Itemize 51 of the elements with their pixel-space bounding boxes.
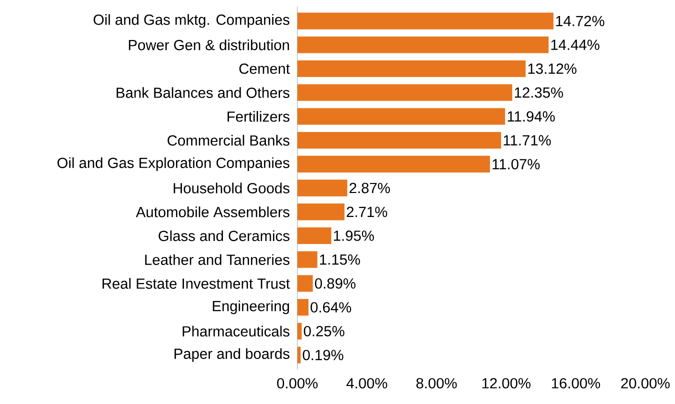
y-tick-label: Bank Balances and Others xyxy=(116,87,290,98)
y-tick-label: Pharmaceuticals xyxy=(182,326,290,337)
data-label: 2.71% xyxy=(346,206,388,218)
y-tick-label: Automobile Assemblers xyxy=(136,206,290,218)
data-label: 1.15% xyxy=(320,254,360,265)
x-tick-label: 8.00% xyxy=(416,378,457,388)
y-tick-label: Cement xyxy=(239,64,290,74)
bar xyxy=(297,180,348,196)
bar xyxy=(297,275,313,292)
data-label: 11.94% xyxy=(508,111,555,122)
bar xyxy=(297,108,506,125)
bar xyxy=(297,36,549,54)
y-tick-label: Glass and Ceramics xyxy=(158,230,290,242)
data-label: 13.12% xyxy=(528,64,576,74)
data-label: 1.95% xyxy=(334,230,374,241)
data-label: 14.44% xyxy=(551,40,600,50)
bar xyxy=(297,298,308,316)
x-tick-label: 12.00% xyxy=(482,378,530,388)
data-label: 0.25% xyxy=(304,326,344,336)
y-tick-label: Commercial Banks xyxy=(168,134,290,146)
bar xyxy=(297,12,554,30)
y-tick-label: Engineering xyxy=(212,300,289,314)
bar xyxy=(297,346,301,364)
bar xyxy=(297,322,302,340)
bar xyxy=(297,60,526,78)
y-tick-label: Power Gen & distribution xyxy=(128,39,289,50)
data-label: 11.71% xyxy=(504,135,551,146)
bar xyxy=(297,227,332,244)
x-tick-label: 0.00% xyxy=(277,378,318,388)
y-tick-label: Oil and Gas mktg. Companies xyxy=(94,14,290,28)
data-label: 14.72% xyxy=(556,16,604,26)
data-label: 0.64% xyxy=(310,302,352,312)
y-tick-label: Household Goods xyxy=(174,182,290,194)
y-tick-label: Fertilizers xyxy=(228,111,290,122)
x-tick-label: 20.00% xyxy=(621,378,670,388)
bar xyxy=(297,84,512,101)
bar xyxy=(297,204,344,220)
bar xyxy=(297,251,318,268)
x-tick-label: 4.00% xyxy=(346,378,388,388)
y-tick-label: Real Estate Investment Trust xyxy=(102,278,290,289)
y-tick-label: Paper and boards xyxy=(174,348,290,362)
data-label: 0.19% xyxy=(302,350,344,360)
data-label: 2.87% xyxy=(350,182,390,194)
x-tick-label: 16.00% xyxy=(552,378,600,388)
bar xyxy=(297,156,490,172)
data-label: 0.89% xyxy=(314,278,356,289)
data-label: 12.35% xyxy=(514,87,564,98)
y-tick-label: Oil and Gas Exploration Companies xyxy=(57,157,290,171)
bar xyxy=(297,132,502,149)
y-tick-label: Leather and Tanneries xyxy=(145,254,290,265)
data-label: 11.07% xyxy=(492,158,540,170)
